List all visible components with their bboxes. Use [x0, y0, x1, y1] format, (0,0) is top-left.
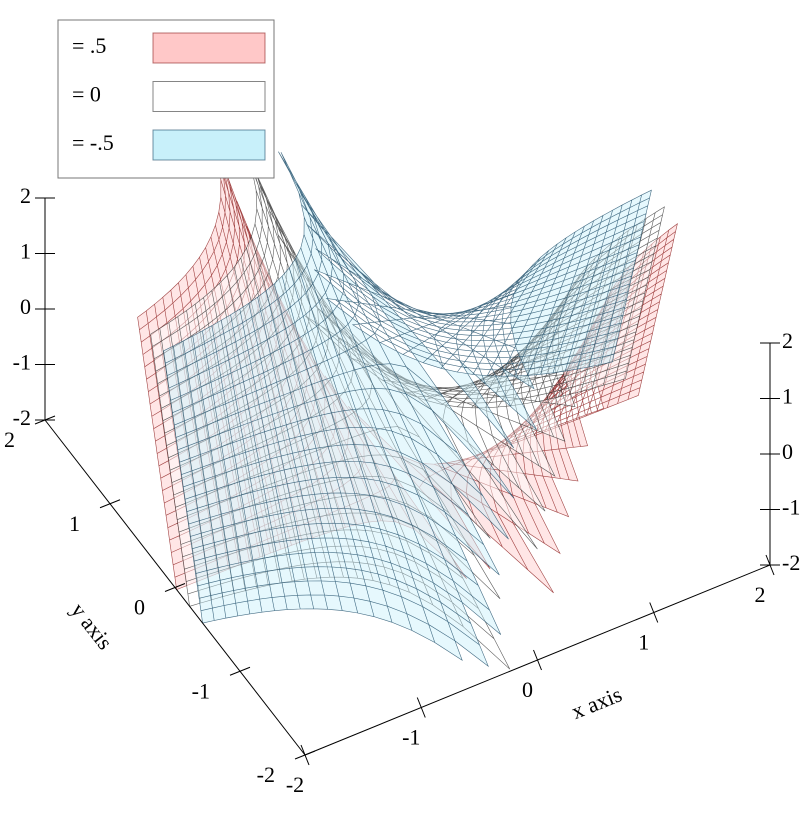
z-tick-label: -1	[13, 350, 31, 375]
isosurface	[163, 151, 652, 668]
y-tick-label: 0	[134, 595, 145, 620]
z-tick-label: 1	[782, 384, 793, 409]
z-tick-label: -1	[782, 495, 800, 520]
x-axis-label: x axis	[568, 681, 626, 724]
y-tick-label: -2	[257, 762, 275, 787]
x-tick	[649, 602, 659, 623]
z-tick-label: 0	[782, 439, 793, 464]
y-tick-label: 1	[69, 511, 80, 536]
legend-swatch	[152, 81, 266, 112]
legend-label: = -.5	[72, 130, 114, 155]
legend-label: = .5	[72, 33, 106, 58]
x-tick	[533, 649, 542, 671]
legend-swatch	[152, 32, 266, 64]
y-tick-label: -1	[192, 678, 210, 703]
z-tick-label: 0	[20, 294, 31, 319]
z-tick-label: -2	[13, 405, 31, 430]
x-tick-label: 0	[522, 677, 533, 702]
z-tick-label: 2	[20, 183, 31, 208]
legend: = .5 = 0 = -.5	[57, 19, 275, 179]
z-tick-label: 2	[782, 328, 793, 353]
x-tick-label: 1	[638, 630, 649, 655]
x-tick	[416, 697, 426, 718]
x-tick-label: -2	[286, 772, 304, 797]
y-tick-label: 2	[4, 427, 15, 452]
isosurface	[137, 132, 678, 594]
surfaces	[137, 132, 678, 670]
z-tick-label: -2	[782, 550, 800, 575]
x-tick-label: -1	[402, 725, 420, 750]
z-tick-label: 1	[20, 239, 31, 264]
legend-label: = 0	[72, 82, 101, 107]
y-tick	[99, 499, 121, 509]
y-axis-label: y axis	[66, 598, 118, 654]
x-tick-label: 2	[755, 582, 766, 607]
y-tick	[294, 750, 316, 760]
y-tick	[229, 666, 251, 676]
y-tick	[164, 583, 186, 592]
legend-swatch	[152, 129, 266, 161]
